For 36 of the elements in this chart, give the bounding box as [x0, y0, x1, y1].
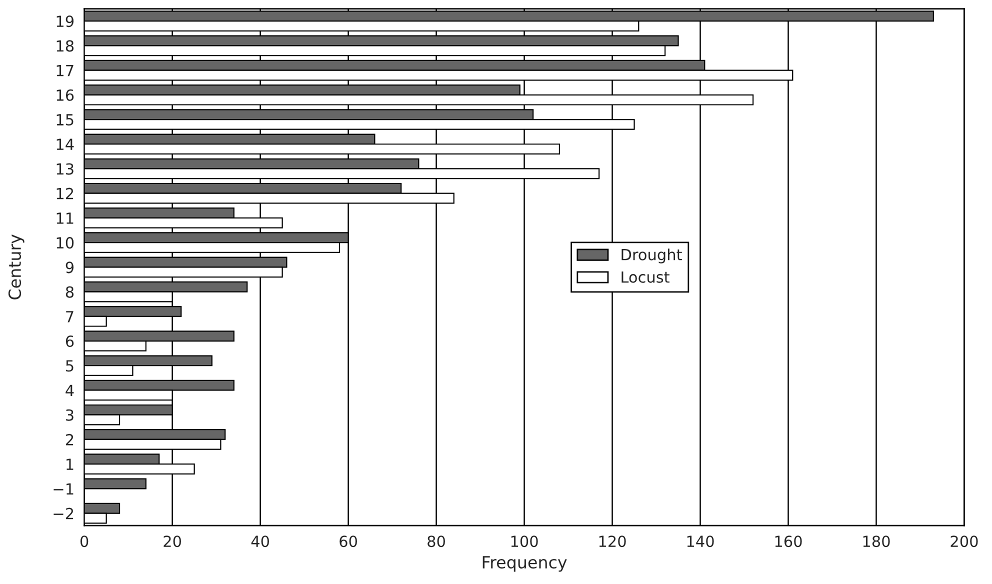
x-tick-label: 100 [511, 536, 538, 548]
x-tick-label: 60 [340, 536, 357, 548]
y-tick-label: 6 [66, 335, 74, 348]
y-axis-title: Century [8, 234, 24, 300]
y-tick-label: 17 [56, 64, 74, 76]
y-tick-label: 12 [56, 188, 74, 200]
x-tick-label: 140 [687, 536, 714, 548]
y-tick-label: 13 [56, 163, 74, 175]
x-tick-label: 0 [80, 536, 88, 548]
x-tick-label: 20 [164, 536, 182, 548]
x-tick-label: 80 [428, 536, 445, 548]
y-tick-label: 11 [56, 212, 74, 224]
y-tick-label: 9 [66, 262, 74, 274]
y-tick-label: 5 [66, 360, 74, 372]
y-tick-label: −1 [54, 483, 74, 494]
y-tick-label: 19 [56, 16, 74, 28]
x-tick-label: 180 [863, 536, 890, 548]
y-tick-label: 8 [66, 286, 74, 298]
legend-label: Drought [622, 248, 682, 264]
x-tick-label: 200 [950, 536, 978, 548]
y-tick-label: 18 [56, 40, 74, 52]
y-tick-label: 1 [66, 458, 74, 470]
y-tick-label: 7 [66, 311, 74, 322]
legend-label: Locust [622, 271, 670, 283]
x-tick-label: 160 [775, 536, 802, 548]
y-tick-label: 2 [66, 434, 74, 446]
y-tick-label: −2 [54, 508, 74, 520]
y-tick-label: 16 [56, 89, 74, 101]
x-tick-label: 120 [599, 536, 626, 548]
y-tick-label: 15 [56, 114, 74, 126]
y-tick-label: 3 [66, 409, 74, 421]
y-tick-label: 14 [56, 138, 74, 150]
y-tick-label: 10 [56, 237, 74, 249]
x-axis-title: Frequency [482, 556, 567, 572]
x-tick-label: 40 [251, 536, 270, 548]
y-tick-label: 4 [66, 384, 74, 396]
